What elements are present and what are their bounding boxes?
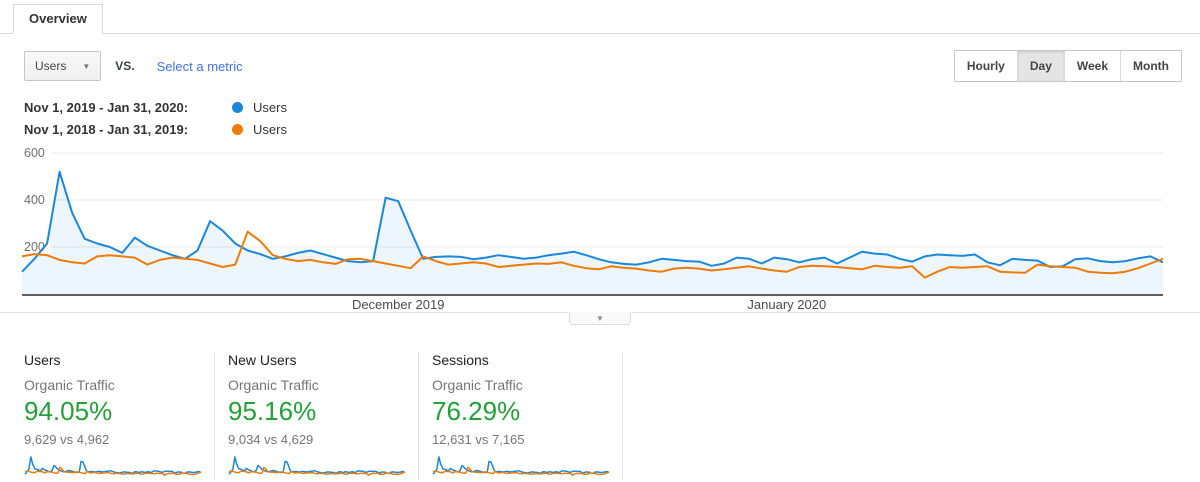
- legend-date-range-current: Nov 1, 2019 - Jan 31, 2020:: [24, 99, 189, 115]
- metric-dropdown-value: Users: [35, 59, 67, 73]
- select-metric-link[interactable]: Select a metric: [156, 58, 243, 74]
- sparkline-chart: [228, 456, 406, 476]
- metric-card-new-users[interactable]: New Users Organic Traffic 95.16% 9,034 v…: [228, 352, 418, 480]
- chart-legend: Nov 1, 2019 - Jan 31, 2020: Users Nov 1,…: [24, 96, 1200, 140]
- sparkline-chart: [432, 456, 610, 476]
- card-change-percent: 94.05%: [24, 396, 113, 426]
- card-divider: [214, 352, 215, 480]
- card-title: Users: [24, 352, 61, 368]
- chart-collapse-handle[interactable]: ▼: [569, 312, 631, 325]
- granularity-toggle: Hourly Day Week Month: [953, 50, 1182, 82]
- card-segment-label: Organic Traffic: [432, 377, 523, 393]
- svg-text:200: 200: [24, 240, 45, 254]
- svg-text:January 2020: January 2020: [747, 297, 826, 312]
- legend-row-previous: Nov 1, 2018 - Jan 31, 2019: Users: [24, 118, 1200, 140]
- card-change-percent: 95.16%: [228, 396, 317, 426]
- legend-row-current: Nov 1, 2019 - Jan 31, 2020: Users: [24, 96, 1200, 118]
- timeseries-chart-svg[interactable]: 200 400 600 December 2019 January 2020: [0, 142, 1200, 312]
- svg-text:December 2019: December 2019: [352, 297, 445, 312]
- sparkline-chart: [24, 456, 202, 476]
- legend-date-range-previous: Nov 1, 2018 - Jan 31, 2019:: [24, 121, 189, 137]
- card-segment-label: Organic Traffic: [24, 377, 115, 393]
- granularity-hourly-button[interactable]: Hourly: [954, 51, 1017, 81]
- metric-card-users[interactable]: Users Organic Traffic 94.05% 9,629 vs 4,…: [24, 352, 214, 480]
- legend-series-label-previous: Users: [253, 121, 287, 137]
- svg-text:400: 400: [24, 193, 45, 207]
- card-change-percent: 76.29%: [432, 396, 521, 426]
- card-comparison-values: 12,631 vs 7,165: [432, 432, 525, 447]
- tab-overview[interactable]: Overview: [13, 4, 103, 34]
- card-divider: [418, 352, 419, 480]
- vs-label: vs.: [115, 59, 135, 73]
- card-segment-label: Organic Traffic: [228, 377, 319, 393]
- svg-text:600: 600: [24, 146, 45, 160]
- metric-card-sessions[interactable]: Sessions Organic Traffic 76.29% 12,631 v…: [432, 352, 622, 480]
- metric-cards: Users Organic Traffic 94.05% 9,629 vs 4,…: [24, 352, 1200, 480]
- granularity-month-button[interactable]: Month: [1120, 51, 1181, 81]
- card-title: New Users: [228, 352, 297, 368]
- chart-controls: Users ▼ vs. Select a metric Hourly Day W…: [24, 50, 1182, 82]
- card-comparison-values: 9,629 vs 4,962: [24, 432, 110, 447]
- series-dot-icon-previous: [232, 123, 243, 135]
- card-title: Sessions: [432, 352, 489, 368]
- legend-series-label-current: Users: [253, 99, 287, 115]
- tab-bar: Overview: [0, 0, 1200, 34]
- series-dot-icon-current: [232, 101, 243, 113]
- granularity-week-button[interactable]: Week: [1063, 51, 1121, 81]
- card-divider: [622, 352, 623, 480]
- granularity-day-button[interactable]: Day: [1016, 51, 1064, 81]
- chart-bottom-divider: ▼: [0, 312, 1200, 326]
- timeseries-chart[interactable]: 200 400 600 December 2019 January 2020: [0, 142, 1200, 312]
- tab-overview-label: Overview: [29, 11, 87, 26]
- card-comparison-values: 9,034 vs 4,629: [228, 432, 314, 447]
- chevron-down-icon: ▼: [82, 61, 91, 71]
- metric-dropdown[interactable]: Users ▼: [24, 51, 102, 81]
- chevron-down-icon: ▼: [596, 314, 604, 323]
